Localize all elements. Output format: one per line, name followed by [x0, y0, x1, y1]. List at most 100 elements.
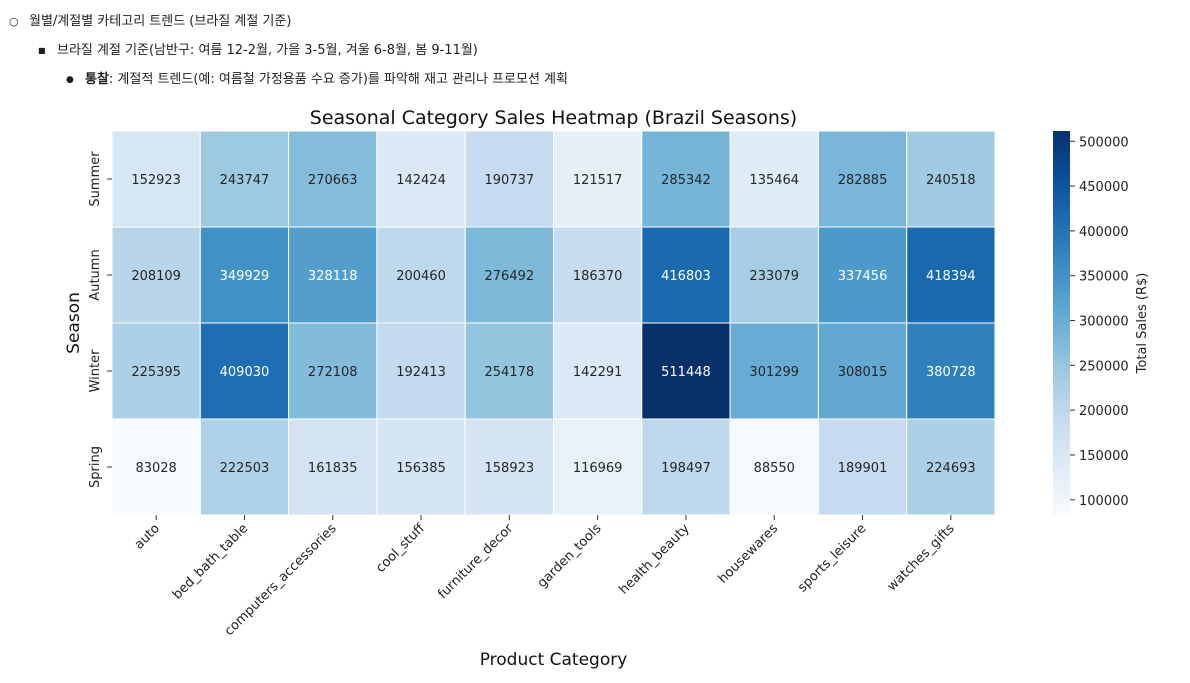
cell-value-label: 158923: [485, 461, 535, 476]
colorbar-tick-label: 500000: [1079, 135, 1129, 150]
note-item-trend: 월별/계절별 카테고리 트렌드 (브라질 계절 기준): [29, 14, 292, 29]
cell-value-label: 192413: [396, 365, 446, 380]
cell-value-label: 190737: [485, 173, 535, 188]
cell-value-label: 225395: [131, 365, 181, 380]
heatmap-cell: [199, 130, 290, 228]
cell-value-label: 200460: [396, 269, 446, 284]
colorbar-tick-label: 450000: [1079, 180, 1129, 195]
y-tick-label: Spring: [88, 446, 103, 488]
heatmap-cell: [729, 322, 819, 420]
colorbar-label: Total Sales (R$): [1135, 273, 1150, 375]
y-tick-label: Summer: [88, 151, 103, 207]
cell-value-label: 409030: [220, 365, 270, 380]
x-axis-label: Product Category: [480, 650, 628, 670]
heatmap-cell: [817, 418, 908, 516]
cell-value-label: 270663: [308, 173, 358, 188]
x-tick-label: auto: [132, 521, 163, 552]
cell-value-label: 116969: [573, 461, 623, 476]
heatmap-cell: [288, 226, 378, 324]
heatmap-cell: [817, 130, 908, 228]
cell-value-label: 308015: [838, 365, 888, 380]
cell-value-label: 282885: [838, 173, 888, 188]
heatmap-cell: [376, 418, 466, 516]
cell-value-label: 142424: [396, 173, 446, 188]
y-tick-label: Autumn: [88, 249, 103, 300]
cell-value-label: 208109: [131, 269, 181, 284]
cell-value-label: 152923: [131, 173, 181, 188]
cell-value-label: 121517: [573, 173, 623, 188]
cell-value-label: 186370: [573, 269, 623, 284]
heatmap-cell: [553, 418, 643, 516]
x-tick-label: bed_bath_table: [170, 521, 251, 602]
heatmap-cell: [376, 130, 466, 228]
heatmap-cell: [906, 418, 996, 516]
colorbar-tick-label: 150000: [1079, 449, 1129, 464]
heatmap-cell: [111, 226, 201, 324]
x-tick-label: housewares: [716, 521, 782, 587]
colorbar: [1053, 131, 1070, 515]
cell-value-label: 285342: [661, 173, 711, 188]
hollow-bullet-icon: ○: [9, 15, 19, 28]
cell-value-label: 224693: [926, 461, 976, 476]
x-tick-label: furniture_decor: [435, 521, 516, 602]
insight-text: : 계절적 트렌드(예: 여름철 가정용품 수요 증가)를 파악해 재고 관리나…: [108, 72, 568, 87]
chart-title: Seasonal Category Sales Heatmap (Brazil …: [310, 107, 797, 129]
y-axis-label: Season: [64, 292, 84, 354]
cell-value-label: 272108: [308, 365, 358, 380]
cell-value-label: 328118: [308, 269, 358, 284]
cell-value-label: 511448: [661, 365, 711, 380]
y-tick-label: Winter: [88, 349, 103, 393]
heatmap-cell: [729, 130, 819, 228]
heatmap-cell: [111, 322, 201, 420]
cell-value-label: 88550: [754, 461, 795, 476]
insight-label: 통찰: [85, 72, 109, 87]
cell-value-label: 418394: [926, 269, 976, 284]
colorbar-tick-label: 350000: [1079, 270, 1129, 285]
heatmap-cell: [288, 322, 378, 420]
heatmap-cell: [376, 322, 466, 420]
cell-value-label: 301299: [749, 365, 799, 380]
cell-value-label: 222503: [220, 461, 270, 476]
cell-value-label: 189901: [838, 461, 888, 476]
heatmap-cell: [641, 322, 731, 420]
heatmap-cell: [641, 418, 731, 516]
cell-value-label: 243747: [220, 173, 270, 188]
colorbar-tick-label: 100000: [1079, 494, 1129, 509]
cell-value-label: 233079: [749, 269, 799, 284]
x-tick-label: watches_gifts: [885, 521, 958, 594]
heatmap-cell: [906, 322, 996, 420]
heatmap-cell: [906, 226, 996, 324]
square-bullet-icon: ■: [38, 46, 46, 55]
cell-value-label: 416803: [661, 269, 711, 284]
colorbar-tick-label: 250000: [1079, 359, 1129, 374]
cell-value-label: 276492: [485, 269, 535, 284]
x-tick-label: cool_stuff: [373, 520, 428, 575]
cell-value-label: 337456: [838, 269, 888, 284]
heatmap-cell: [906, 130, 996, 228]
cell-value-label: 156385: [396, 461, 446, 476]
cell-value-label: 142291: [573, 365, 623, 380]
colorbar-tick-label: 300000: [1079, 315, 1129, 330]
heatmap-cell: [641, 226, 731, 324]
disc-bullet-icon: ●: [66, 75, 74, 85]
cell-value-label: 240518: [926, 173, 976, 188]
colorbar-tick-label: 200000: [1079, 404, 1129, 419]
cell-value-label: 380728: [926, 365, 976, 380]
cell-value-label: 161835: [308, 461, 358, 476]
heatmap-cell: [464, 130, 555, 228]
heatmap-cell: [729, 418, 819, 516]
colorbar-tick-label: 400000: [1079, 225, 1129, 240]
note-item-seasons: 브라질 계절 기준(남반구: 여름 12-2월, 가을 3-5월, 겨울 6-8…: [57, 43, 478, 58]
cell-value-label: 83028: [135, 461, 176, 476]
heatmap-cell: [199, 226, 290, 324]
cell-value-label: 254178: [485, 365, 535, 380]
x-tick-label: health_beauty: [616, 521, 693, 598]
heatmap-cell: [729, 226, 819, 324]
cell-value-label: 135464: [749, 173, 799, 188]
x-tick-label: garden_tools: [535, 521, 605, 591]
heatmap-cell: [288, 418, 378, 516]
heatmap-cell: [464, 322, 555, 420]
heatmap-cell: [288, 130, 378, 228]
note-item-insight: 통찰: 계절적 트렌드(예: 여름철 가정용품 수요 증가)를 파악해 재고 관…: [85, 71, 568, 89]
